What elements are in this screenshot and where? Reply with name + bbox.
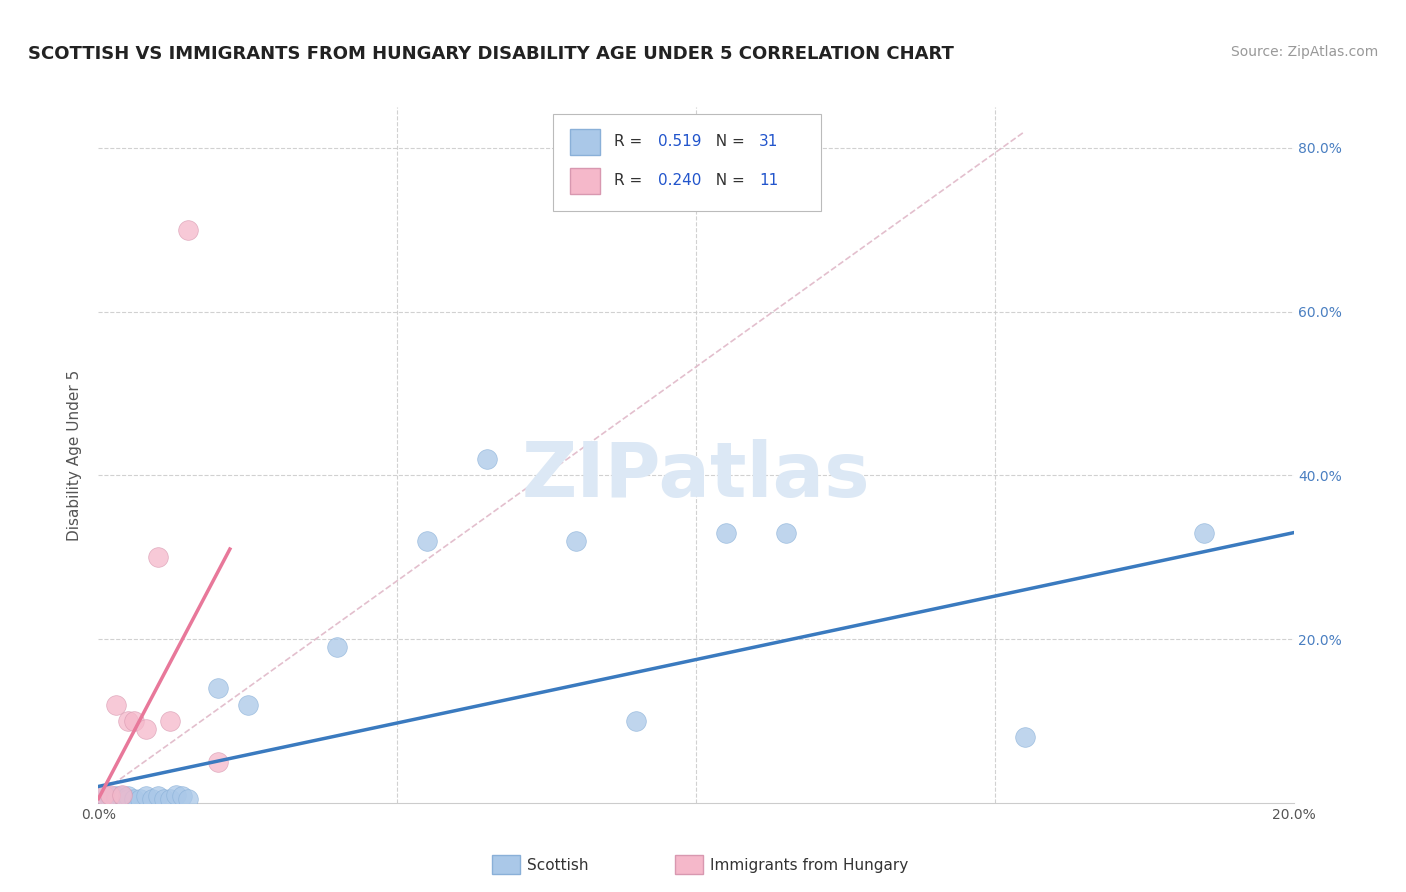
FancyBboxPatch shape (553, 114, 821, 211)
Point (117, 789, 139, 804)
Point (98, 788, 122, 802)
Point (117, 714, 139, 728)
Text: R =: R = (613, 172, 647, 187)
Point (159, 791, 181, 805)
Point (153, 791, 176, 805)
Point (1192, 525, 1215, 540)
Point (124, 714, 146, 728)
Point (207, 681, 229, 696)
Text: N =: N = (706, 135, 749, 149)
Text: 11: 11 (759, 172, 779, 187)
Point (1014, 731, 1036, 745)
Point (172, 789, 194, 804)
Point (165, 788, 187, 802)
Point (111, 791, 134, 805)
Text: ZIPatlas: ZIPatlas (522, 439, 870, 513)
Bar (571, 168, 600, 194)
Point (117, 791, 139, 805)
Point (124, 791, 146, 805)
Text: N =: N = (706, 172, 749, 187)
Y-axis label: Disability Age Under 5: Disability Age Under 5 (67, 369, 83, 541)
Point (236, 698, 259, 712)
Point (105, 791, 128, 805)
Point (105, 698, 128, 712)
Point (626, 714, 648, 728)
Point (129, 791, 152, 805)
Point (177, 791, 200, 805)
Point (148, 789, 170, 804)
Text: 31: 31 (759, 135, 779, 149)
Point (207, 755, 229, 769)
Point (141, 791, 163, 805)
Point (93, 788, 115, 802)
Point (135, 789, 157, 804)
Text: SCOTTISH VS IMMIGRANTS FROM HUNGARY DISABILITY AGE UNDER 5 CORRELATION CHART: SCOTTISH VS IMMIGRANTS FROM HUNGARY DISA… (28, 45, 955, 62)
Bar (571, 128, 600, 155)
Point (159, 714, 181, 728)
Point (98, 789, 122, 804)
Point (475, 452, 498, 467)
Point (105, 789, 128, 804)
Text: Scottish: Scottish (527, 858, 589, 872)
Point (714, 525, 737, 540)
Text: Immigrants from Hungary: Immigrants from Hungary (710, 858, 908, 872)
Point (135, 722, 157, 736)
Point (93, 791, 115, 805)
Point (416, 533, 439, 548)
Text: 0.519: 0.519 (658, 135, 702, 149)
Point (565, 533, 588, 548)
Point (93, 788, 115, 802)
Text: 0.240: 0.240 (658, 172, 702, 187)
Text: Source: ZipAtlas.com: Source: ZipAtlas.com (1230, 45, 1378, 59)
Point (177, 223, 200, 237)
Point (326, 640, 349, 655)
Point (775, 525, 797, 540)
Text: R =: R = (613, 135, 647, 149)
Point (111, 789, 134, 804)
Point (98, 791, 122, 805)
Point (148, 550, 170, 565)
Point (111, 788, 134, 802)
